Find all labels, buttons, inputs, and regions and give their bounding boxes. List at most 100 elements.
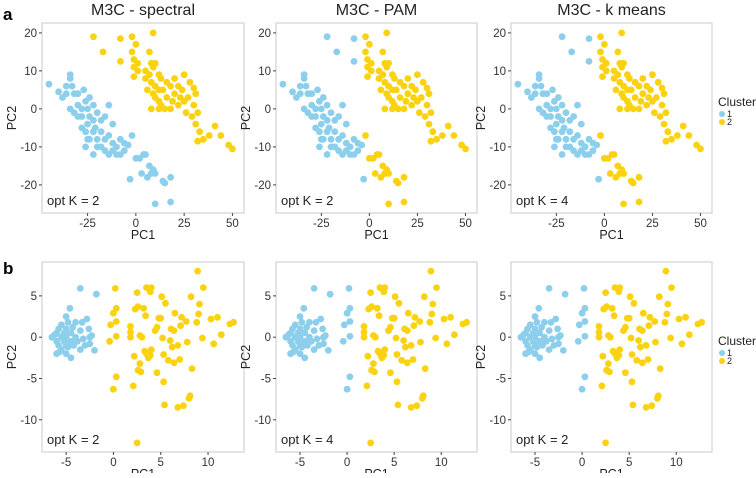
data-point-cluster-2 bbox=[389, 86, 396, 94]
data-point-cluster-2 bbox=[229, 145, 236, 153]
data-point-cluster-2 bbox=[637, 97, 645, 105]
data-point-cluster-2 bbox=[142, 312, 150, 320]
data-point-cluster-2 bbox=[679, 122, 687, 130]
data-point-cluster-2 bbox=[398, 356, 406, 364]
data-point-cluster-2 bbox=[362, 33, 369, 41]
data-point-cluster-2 bbox=[151, 59, 159, 67]
data-point-cluster-2 bbox=[383, 29, 391, 37]
data-point-cluster-2 bbox=[661, 318, 669, 326]
data-point-cluster-2 bbox=[360, 328, 368, 336]
data-point-cluster-2 bbox=[416, 109, 423, 117]
data-point-cluster-2 bbox=[371, 368, 378, 376]
data-point-cluster-2 bbox=[675, 315, 683, 323]
data-point-cluster-2 bbox=[605, 332, 612, 339]
data-point-cluster-1 bbox=[310, 285, 318, 292]
data-point-cluster-2 bbox=[658, 101, 666, 109]
data-point-cluster-2 bbox=[171, 90, 178, 98]
data-point-cluster-2 bbox=[375, 75, 383, 82]
data-point-cluster-2 bbox=[171, 75, 178, 82]
data-point-cluster-1 bbox=[167, 198, 175, 206]
panel-title: M3C - spectral bbox=[91, 2, 195, 19]
data-point-cluster-2 bbox=[199, 334, 206, 342]
data-point-cluster-1 bbox=[531, 333, 539, 341]
data-point-cluster-2 bbox=[400, 105, 408, 113]
data-point-cluster-2 bbox=[429, 300, 437, 308]
data-point-cluster-2 bbox=[697, 145, 704, 153]
data-point-cluster-1 bbox=[342, 120, 350, 128]
data-point-cluster-2 bbox=[140, 304, 148, 312]
y-tick-label: -10 bbox=[489, 142, 506, 154]
data-point-cluster-1 bbox=[543, 90, 551, 98]
data-point-cluster-2 bbox=[597, 48, 604, 56]
data-point-cluster-2 bbox=[381, 346, 389, 353]
data-point-cluster-2 bbox=[200, 135, 207, 143]
data-point-cluster-2 bbox=[159, 334, 167, 342]
data-point-cluster-2 bbox=[373, 304, 381, 312]
data-point-cluster-1 bbox=[531, 325, 539, 333]
data-point-cluster-2 bbox=[433, 135, 440, 143]
x-tick-label: 0 bbox=[601, 218, 607, 230]
data-point-cluster-2 bbox=[612, 86, 620, 94]
data-point-cluster-1 bbox=[290, 348, 297, 356]
data-point-cluster-2 bbox=[144, 86, 151, 94]
data-point-cluster-2 bbox=[656, 365, 664, 372]
data-point-cluster-1 bbox=[82, 143, 89, 151]
data-point-cluster-1 bbox=[300, 105, 308, 113]
data-point-cluster-1 bbox=[62, 90, 70, 98]
data-point-cluster-1 bbox=[74, 90, 82, 98]
data-point-cluster-2 bbox=[416, 318, 423, 325]
data-point-cluster-2 bbox=[187, 293, 195, 301]
data-point-cluster-1 bbox=[296, 350, 304, 358]
data-point-cluster-1 bbox=[66, 71, 74, 79]
data-point-cluster-2 bbox=[110, 309, 117, 317]
data-point-cluster-1 bbox=[335, 113, 342, 120]
data-point-cluster-1 bbox=[574, 132, 581, 139]
data-point-cluster-1 bbox=[531, 82, 539, 90]
data-point-cluster-1 bbox=[358, 141, 366, 149]
data-point-cluster-1 bbox=[314, 86, 321, 94]
data-point-cluster-2 bbox=[174, 101, 182, 109]
x-tick-label: -5 bbox=[530, 457, 540, 469]
data-point-cluster-2 bbox=[110, 385, 117, 393]
data-point-cluster-1 bbox=[339, 132, 346, 139]
data-point-cluster-2 bbox=[602, 289, 609, 296]
data-point-cluster-1 bbox=[76, 285, 84, 292]
data-point-cluster-2 bbox=[400, 82, 408, 90]
data-point-cluster-2 bbox=[410, 322, 418, 329]
y-tick-label: 20 bbox=[24, 28, 37, 40]
data-point-cluster-2 bbox=[443, 340, 451, 348]
data-point-cluster-1 bbox=[552, 315, 560, 323]
data-point-cluster-1 bbox=[558, 151, 566, 158]
data-point-cluster-1 bbox=[72, 318, 79, 326]
data-point-cluster-1 bbox=[558, 33, 566, 41]
opt-k-annotation: opt K = 2 bbox=[47, 193, 99, 208]
data-point-cluster-1 bbox=[327, 135, 335, 143]
y-axis-label: PC2 bbox=[5, 345, 19, 369]
data-point-cluster-2 bbox=[190, 101, 198, 109]
data-point-cluster-1 bbox=[585, 35, 593, 42]
data-point-cluster-1 bbox=[310, 327, 318, 334]
data-point-cluster-2 bbox=[597, 132, 604, 139]
data-point-cluster-2 bbox=[160, 351, 168, 358]
y-tick-label: -20 bbox=[254, 180, 271, 192]
data-point-cluster-2 bbox=[638, 359, 646, 367]
data-point-cluster-1 bbox=[97, 128, 105, 136]
data-point-cluster-1 bbox=[531, 350, 539, 358]
data-point-cluster-2 bbox=[627, 334, 635, 342]
data-point-cluster-2 bbox=[595, 323, 603, 330]
data-point-cluster-1 bbox=[101, 113, 109, 120]
data-point-cluster-2 bbox=[385, 200, 392, 208]
data-point-cluster-1 bbox=[548, 335, 556, 343]
data-point-cluster-2 bbox=[391, 75, 398, 82]
data-point-cluster-1 bbox=[538, 323, 545, 331]
data-point-cluster-2 bbox=[129, 382, 137, 390]
data-point-cluster-1 bbox=[323, 116, 331, 124]
data-point-cluster-1 bbox=[566, 128, 574, 136]
data-point-cluster-2 bbox=[618, 29, 626, 37]
data-point-cluster-2 bbox=[404, 75, 412, 82]
x-tick-label: 10 bbox=[670, 457, 683, 469]
data-point-cluster-2 bbox=[698, 318, 705, 326]
